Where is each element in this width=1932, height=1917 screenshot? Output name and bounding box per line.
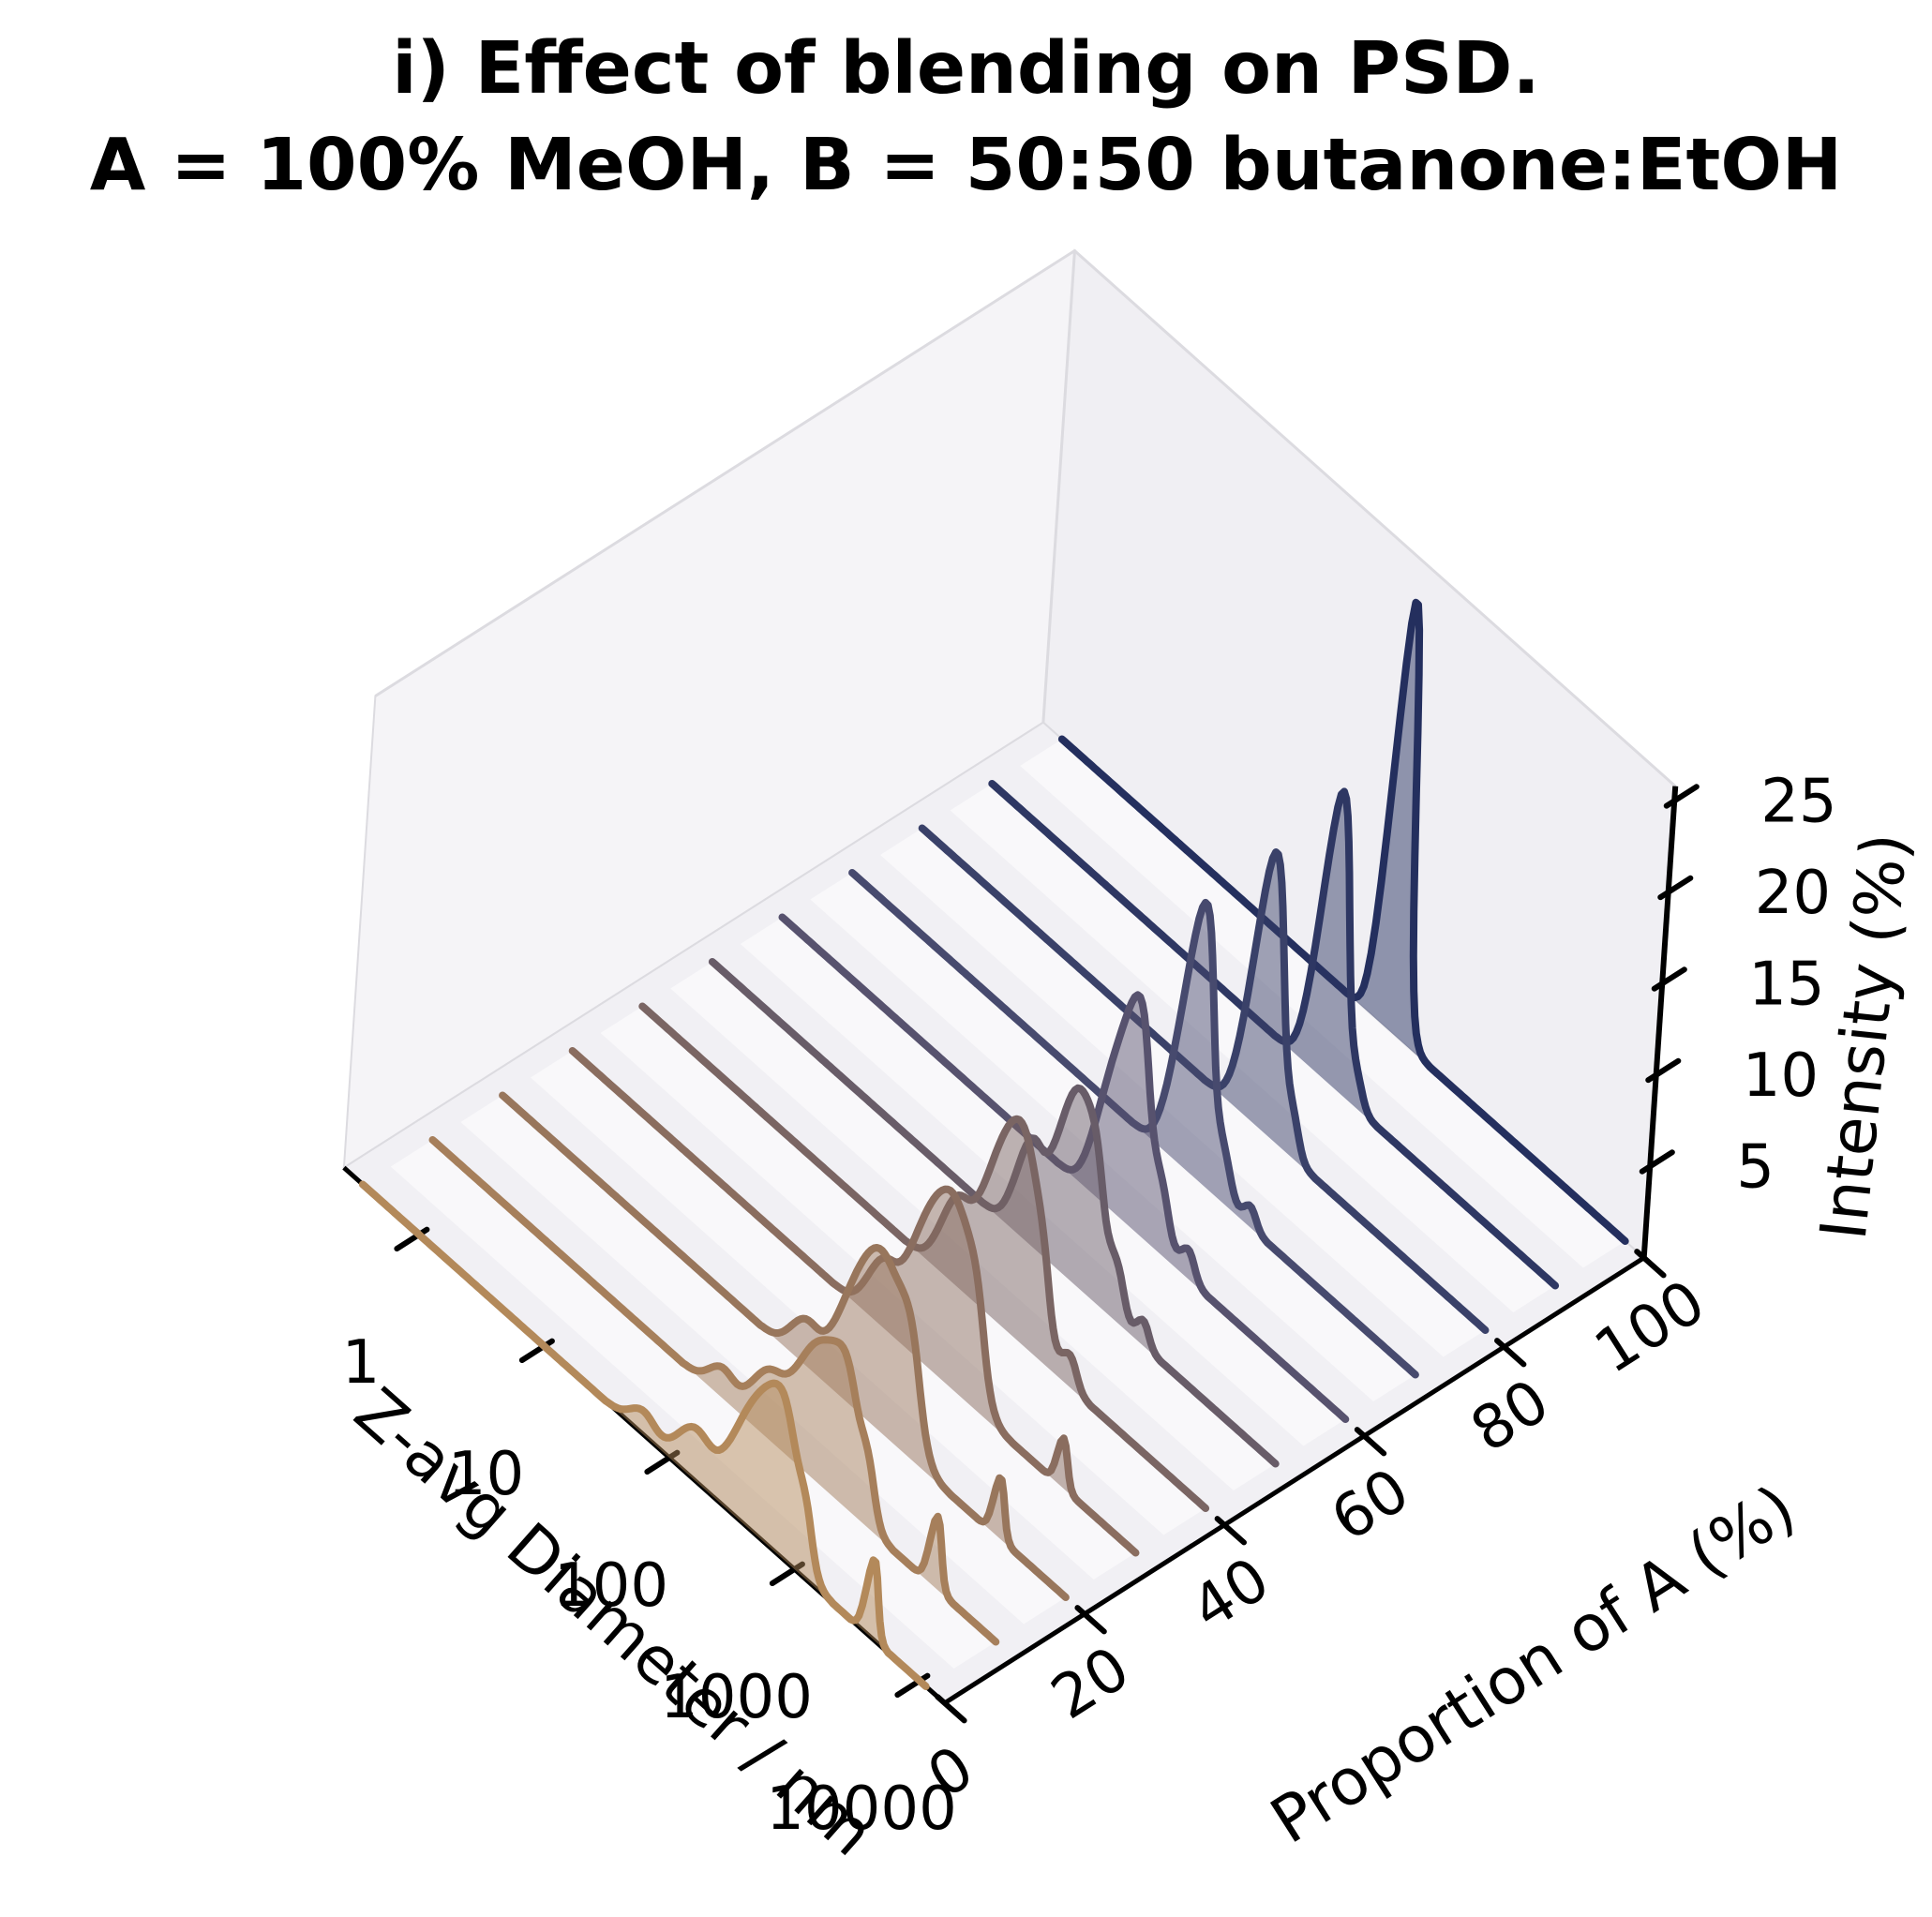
- floor-band-20: [460, 1095, 1066, 1625]
- ridge-series-30pct: [568, 1047, 1140, 1557]
- floor-band-70: [810, 873, 1415, 1401]
- y-tick-label-60: 60: [1320, 1456, 1421, 1555]
- y-tick-40: [1214, 1516, 1248, 1546]
- ridge-series-50pct: [708, 958, 1280, 1468]
- z-tick-15: [1651, 966, 1687, 992]
- z-tick-label-10: 10: [1743, 1041, 1819, 1111]
- y-tick-60: [1354, 1427, 1387, 1457]
- ridge-series-60pct: [778, 913, 1350, 1423]
- z-tick-5: [1639, 1149, 1675, 1175]
- z-tick-label-5: 5: [1736, 1132, 1775, 1202]
- z-tick-25: [1663, 784, 1700, 809]
- floor-band-100: [1020, 739, 1625, 1268]
- ridge-series-80pct: [918, 824, 1490, 1334]
- z-tick-label-25: 25: [1760, 767, 1836, 836]
- z-tick-20: [1657, 875, 1694, 901]
- x-tick-label-100: 100: [554, 1551, 668, 1621]
- y-axis-line: [943, 1255, 1646, 1705]
- chart-title-line2: A = 100% MeOH, B = 50:50 butanone:EtOH: [89, 124, 1843, 208]
- y-tick-label-40: 40: [1180, 1545, 1281, 1644]
- x-tick-100: [644, 1449, 681, 1475]
- x-tick-1000: [769, 1561, 805, 1587]
- z-axis-line: [1640, 786, 1679, 1258]
- floor-band-90: [950, 784, 1556, 1312]
- y-tick-20: [1074, 1605, 1107, 1635]
- pane-corner-edge: [1041, 250, 1076, 723]
- ridge-series-10pct: [428, 1136, 1000, 1646]
- floor-band-80: [880, 828, 1486, 1357]
- floor-band-10: [390, 1140, 996, 1669]
- y-tick-100: [1634, 1249, 1667, 1279]
- x-tick-label-1000: 1000: [660, 1663, 813, 1732]
- floor-band-60: [740, 917, 1346, 1446]
- chart-title: i) Effect of blending on PSD. A = 100% M…: [0, 21, 1932, 214]
- z-tick-label-20: 20: [1755, 859, 1831, 928]
- x-tick-label-10000: 10000: [766, 1775, 957, 1844]
- y-tick-label-80: 80: [1460, 1367, 1561, 1466]
- ridge-series-0pct: [358, 1180, 930, 1690]
- ridge-series-90pct: [988, 780, 1560, 1290]
- z-tick-10: [1645, 1057, 1682, 1084]
- y-tick-0: [935, 1694, 967, 1724]
- x-tick-label-10: 10: [448, 1440, 524, 1509]
- x-tick-label-1: 1: [342, 1328, 381, 1398]
- chart-title-line1: i) Effect of blending on PSD.: [392, 27, 1540, 111]
- floor-band-40: [600, 1006, 1206, 1535]
- floor-band-50: [670, 962, 1276, 1490]
- z-tick-label-15: 15: [1748, 950, 1824, 1019]
- ridge-series-70pct: [848, 869, 1419, 1379]
- y-tick-label-20: 20: [1040, 1634, 1141, 1733]
- y-tick-80: [1494, 1338, 1527, 1368]
- ridge-series-20pct: [499, 1091, 1070, 1601]
- ridge-series-40pct: [638, 1002, 1210, 1512]
- ridge-series-100pct: [1057, 598, 1629, 1245]
